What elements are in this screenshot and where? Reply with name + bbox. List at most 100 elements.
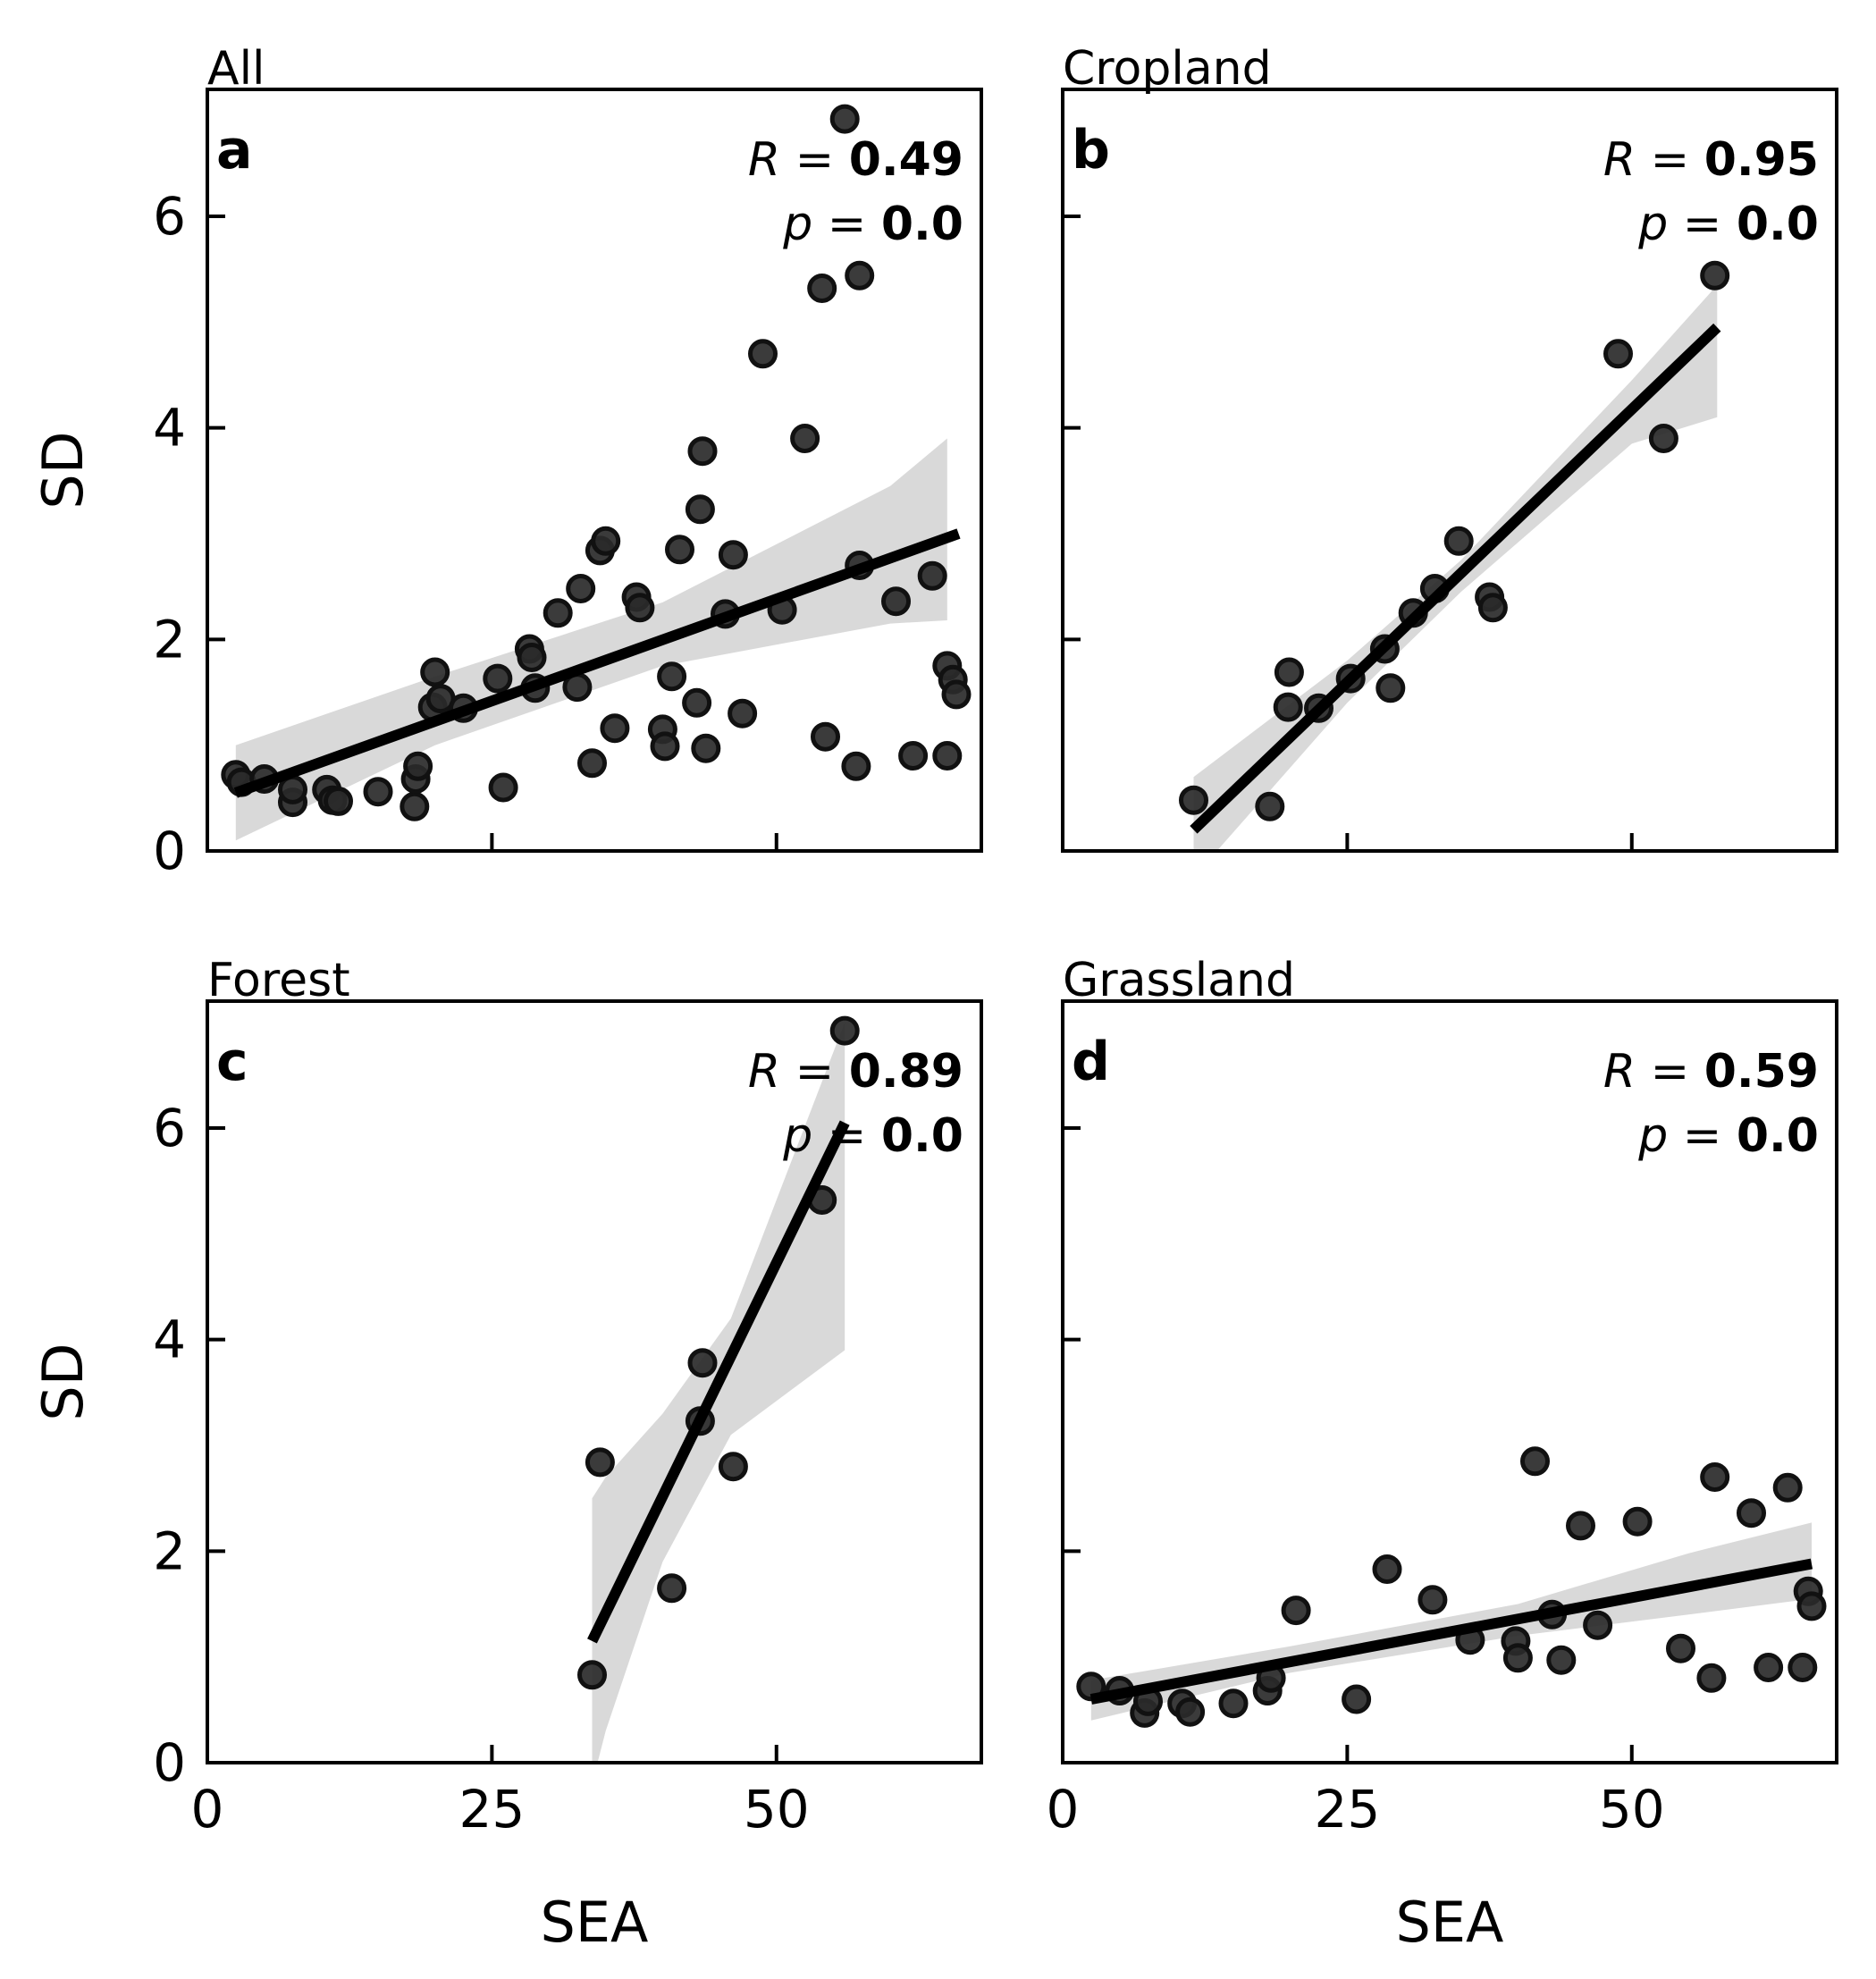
panel-c: 0 25 50 0 2 4 6 Forest c R = 0.89 p = 0.0 SD SEA (30, 954, 983, 1955)
panel-title: Forest (207, 954, 350, 1007)
r-symbol: R (1603, 133, 1636, 187)
data-point (917, 560, 947, 591)
data-point (403, 751, 433, 781)
p-statistic: p = 0.0 (1637, 198, 1819, 251)
data-point (1648, 424, 1678, 453)
regression-line (1089, 1558, 1813, 1705)
data-point (829, 104, 860, 134)
x-tick-label: 0 (191, 1779, 224, 1840)
p-symbol: p (782, 198, 812, 251)
r-symbol: R (748, 133, 780, 187)
data-point (807, 274, 837, 303)
equals-sign: = (1668, 198, 1737, 251)
data-point (1443, 526, 1474, 556)
data-point (420, 657, 450, 687)
equals-sign: = (780, 133, 849, 187)
confidence-band (235, 438, 947, 841)
panel-a: 0 2 4 6 All a R = 0.49 p = 0.0 SD (30, 42, 983, 881)
data-point (488, 772, 518, 803)
data-point (1700, 1462, 1730, 1492)
data-point (1175, 1697, 1206, 1727)
r-symbol: R (748, 1045, 780, 1099)
data-point (1583, 1610, 1613, 1640)
equals-sign: = (1636, 133, 1704, 187)
data-point (1372, 1554, 1402, 1584)
data-point (1520, 1446, 1550, 1477)
y-tick-label: 4 (153, 398, 186, 459)
data-point (1796, 1591, 1827, 1621)
y-tick-label: 2 (153, 1520, 186, 1581)
data-point (1622, 1506, 1653, 1537)
axes-frame (1061, 999, 1838, 1764)
panel-letter: a (216, 119, 253, 181)
panel-title: All (207, 42, 265, 96)
data-point (1273, 692, 1303, 722)
data-point (665, 535, 694, 565)
data-point (1754, 1653, 1784, 1682)
y-tick-label: 2 (153, 609, 186, 669)
x-tick-label: 50 (744, 1779, 810, 1840)
regression-line (1190, 323, 1721, 834)
p-statistic: p = 0.0 (782, 198, 963, 251)
equals-sign: = (780, 1045, 849, 1099)
p-symbol: p (1637, 198, 1668, 251)
panel-letter: c (216, 1031, 248, 1093)
x-tick-label: 25 (458, 1779, 525, 1840)
y-axis-label: SD (30, 1343, 96, 1420)
data-point (1546, 1645, 1577, 1675)
data-point (1375, 673, 1406, 703)
p-statistic: p = 0.0 (1637, 1109, 1819, 1163)
data-point (748, 339, 778, 369)
data-point (577, 1660, 607, 1690)
r-statistic: R = 0.95 (1603, 133, 1819, 187)
panel-b: Cropland b R = 0.95 p = 0.0 (1061, 42, 1838, 853)
data-point (1274, 657, 1304, 687)
panel-d: 0 25 50 Grassland d R = 0.59 p = 0.0 SEA (1047, 954, 1838, 1955)
data-point (682, 687, 712, 718)
data-point (1179, 785, 1208, 815)
data-point (1255, 791, 1285, 821)
data-point (517, 643, 547, 672)
data-point (1502, 1643, 1533, 1673)
data-point (591, 526, 621, 556)
panel-letter: b (1072, 119, 1110, 181)
data-point (585, 1447, 615, 1478)
data-point (845, 260, 875, 291)
r-statistic: R = 0.59 (1603, 1045, 1819, 1099)
data-point (625, 593, 655, 623)
x-axis-label: SEA (541, 1890, 649, 1955)
data-point (543, 598, 573, 628)
data-point (566, 574, 596, 603)
x-tick-label: 50 (1599, 1779, 1665, 1840)
data-point (1477, 593, 1508, 623)
data-point (881, 586, 911, 617)
x-axis-label: SEA (1396, 1890, 1504, 1955)
data-point (1788, 1653, 1818, 1682)
r-statistic: R = 0.89 (748, 1045, 963, 1099)
data-point (790, 424, 820, 453)
data-point (811, 721, 840, 752)
p-symbol: p (782, 1109, 812, 1163)
plot-area (1076, 1446, 1827, 1728)
data-point (691, 733, 721, 763)
axes-frame (1061, 88, 1838, 853)
r-statistic: R = 0.49 (748, 133, 963, 187)
plot-area (577, 1015, 860, 1763)
data-point (1772, 1472, 1803, 1503)
data-point (728, 698, 758, 728)
r-value: 0.95 (1704, 133, 1819, 187)
data-point (483, 663, 513, 694)
data-point (650, 731, 680, 762)
data-point (324, 786, 353, 816)
r-value: 0.59 (1704, 1045, 1819, 1099)
regression-line (233, 528, 961, 798)
axes-frame (206, 999, 983, 1764)
data-point (1566, 1511, 1595, 1541)
plot-area (221, 104, 972, 841)
data-point (1342, 1684, 1372, 1714)
p-value: 0.0 (881, 198, 963, 251)
r-value: 0.89 (849, 1045, 963, 1099)
p-value: 0.0 (1737, 198, 1819, 251)
data-point (941, 679, 972, 710)
